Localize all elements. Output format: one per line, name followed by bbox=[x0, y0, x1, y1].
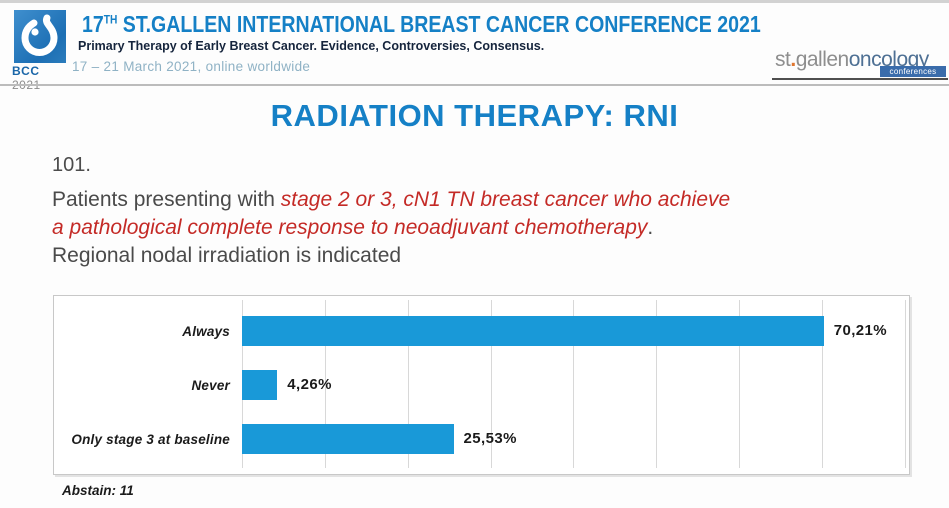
bar bbox=[242, 424, 454, 454]
question-red-part2: a pathological complete response to neoa… bbox=[52, 216, 648, 239]
category-label: Only stage 3 at baseline bbox=[71, 431, 230, 447]
chart-row: Always 70,21% bbox=[54, 304, 909, 358]
value-label: 70,21% bbox=[833, 322, 888, 339]
stgallen-oncology-logo: st.gallenoncology bbox=[775, 48, 929, 71]
gridline bbox=[822, 300, 823, 468]
question-red-part1: stage 2 or 3, cN1 TN breast cancer who a… bbox=[280, 188, 731, 211]
title-superscript: TH bbox=[103, 12, 118, 27]
conference-subtitle: Primary Therapy of Early Breast Cancer. … bbox=[78, 39, 545, 53]
gridline bbox=[904, 300, 906, 468]
gridline bbox=[739, 300, 741, 468]
conference-dates: 17 – 21 March 2021, online worldwide bbox=[72, 59, 311, 74]
bcc-logo-caption: BCC 2021 bbox=[12, 64, 72, 92]
question-period: . bbox=[647, 216, 654, 239]
chart-row: Only stage 3 at baseline 25,53% bbox=[54, 412, 909, 466]
logo-underline bbox=[772, 78, 948, 80]
abstain-note: Abstain: 11 bbox=[62, 483, 134, 498]
bar-track: 25,53% bbox=[242, 424, 909, 454]
question-plain-part1: Patients presenting with bbox=[52, 188, 281, 211]
chart-rows: Always 70,21% Never 4,26% Only stage 3 at ba… bbox=[54, 296, 909, 474]
page-title: RADIATION THERAPY: RNI bbox=[270, 98, 679, 133]
gridline bbox=[407, 300, 409, 468]
bar-track: 70,21% bbox=[242, 316, 909, 346]
value-label: 4,26% bbox=[287, 376, 332, 393]
question-plain-part2: Regional nodal irradiation is indicated bbox=[52, 244, 402, 267]
gridline bbox=[656, 300, 658, 468]
bcc-label: BCC bbox=[12, 64, 40, 78]
gridline bbox=[490, 300, 492, 468]
value-label: 25,53% bbox=[463, 430, 517, 447]
header-divider bbox=[0, 84, 949, 86]
bcc-logo-icon bbox=[14, 10, 66, 63]
conference-title: 17TH ST.GALLEN INTERNATIONAL BREAST CANC… bbox=[82, 11, 761, 37]
category-label: Always bbox=[182, 323, 230, 339]
conferences-badge: conferences bbox=[880, 66, 946, 77]
bar bbox=[242, 370, 278, 400]
question-text: Patients presenting with stage 2 or 3, c… bbox=[52, 186, 932, 270]
category-label: Never bbox=[191, 377, 230, 393]
orange-dot: . bbox=[790, 48, 796, 71]
gridline bbox=[324, 300, 326, 468]
top-border-strip bbox=[0, 0, 949, 3]
drop-icon bbox=[21, 14, 58, 56]
poll-results-chart: Always 70,21% Never 4,26% Only stage 3 at ba… bbox=[53, 295, 910, 475]
bar bbox=[242, 316, 824, 346]
question-number: 101. bbox=[52, 154, 91, 176]
gridline bbox=[573, 300, 575, 468]
chart-row: Never 4,26% bbox=[54, 358, 909, 412]
bar-track: 4,26% bbox=[242, 370, 909, 400]
